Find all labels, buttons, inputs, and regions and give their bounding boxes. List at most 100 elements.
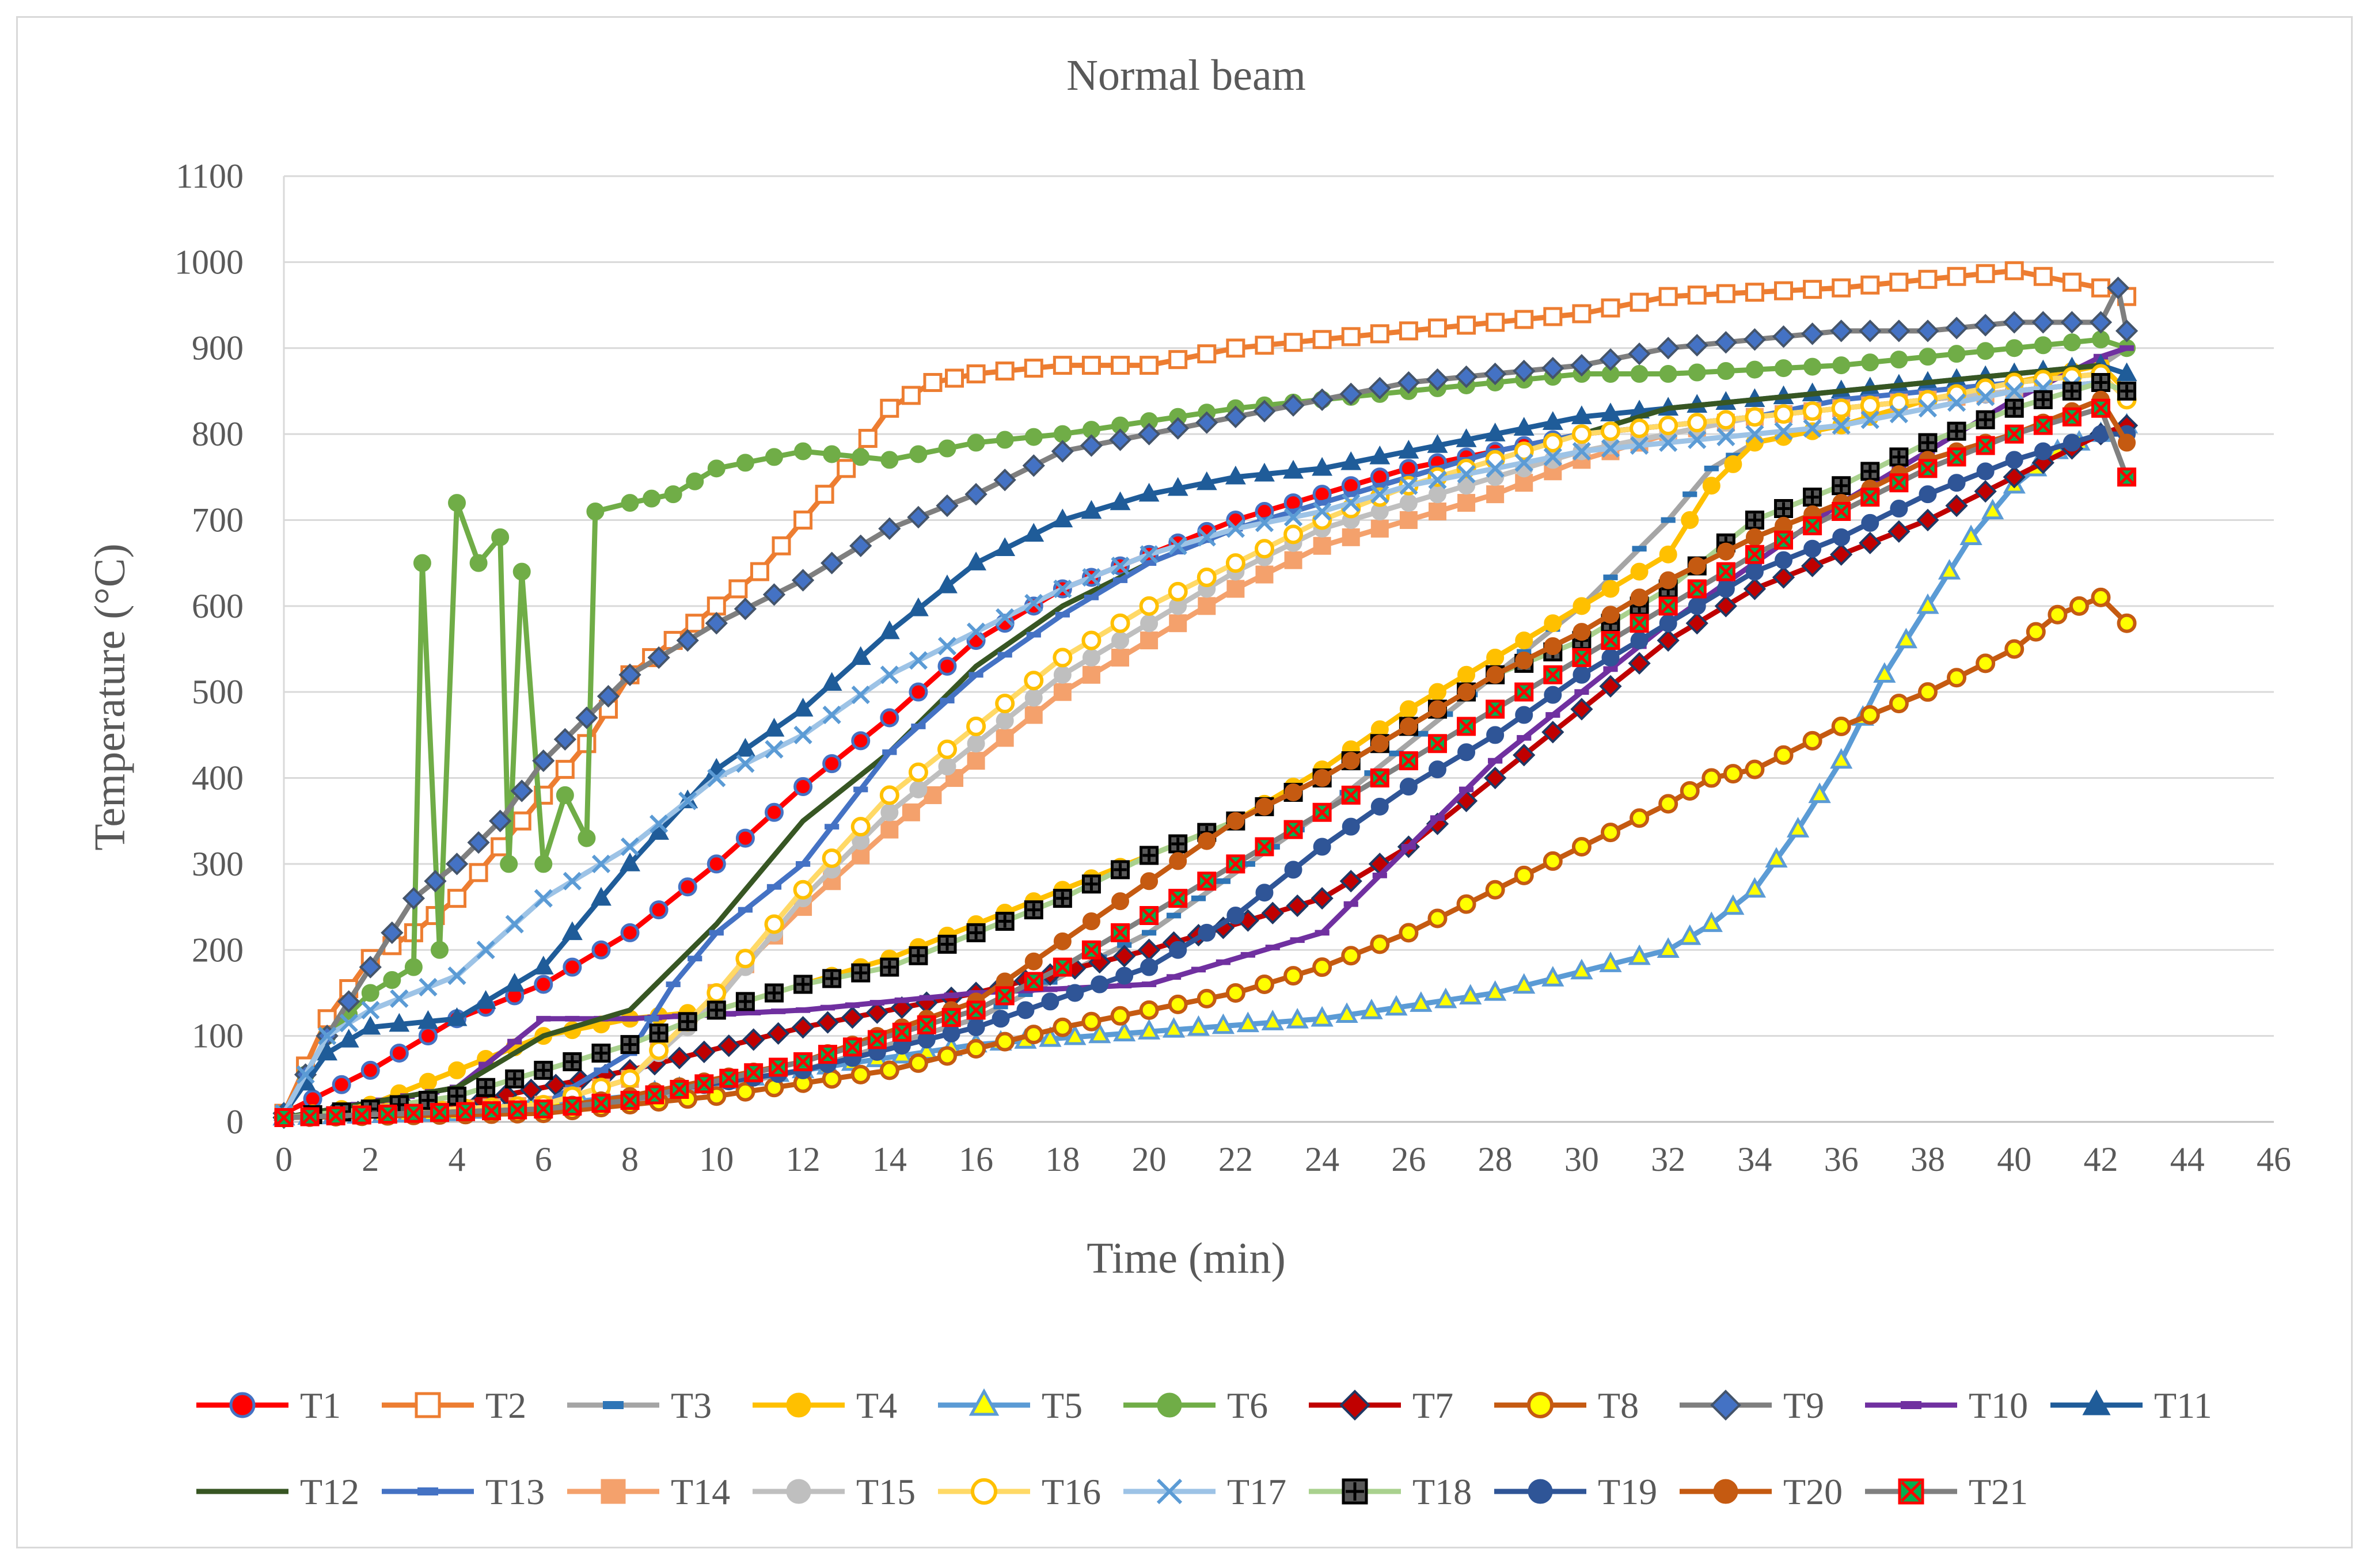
- data-point: [879, 1060, 899, 1080]
- x-tick-label: 38: [1911, 1140, 1945, 1178]
- data-point: [1945, 494, 1968, 517]
- data-point: [1484, 423, 1506, 442]
- legend-label: T2: [485, 1385, 526, 1426]
- data-point: [1426, 368, 1449, 391]
- legend-label: T6: [1227, 1385, 1268, 1426]
- data-point: [1110, 491, 1131, 511]
- legend-label: T16: [1042, 1471, 1101, 1512]
- data-point: [892, 1022, 911, 1042]
- data-point: [2005, 339, 2023, 357]
- data-point: [993, 1003, 1008, 1010]
- legend-label: T15: [856, 1471, 916, 1512]
- data-point: [1053, 356, 1072, 375]
- data-point: [793, 1052, 813, 1071]
- data-point: [1434, 987, 1457, 1008]
- data-point: [818, 1045, 837, 1064]
- data-point: [2004, 398, 2024, 418]
- data-point: [995, 1032, 1015, 1052]
- data-point: [1659, 545, 1677, 564]
- data-point: [1981, 498, 2004, 520]
- data-point: [383, 971, 401, 989]
- data-point: [1859, 531, 1882, 554]
- x-tick-label: 0: [275, 1140, 293, 1178]
- data-point: [852, 448, 870, 466]
- data-point: [553, 728, 576, 751]
- data-point: [1399, 494, 1418, 512]
- data-point: [1947, 267, 1966, 286]
- data-point: [1140, 356, 1159, 375]
- data-point: [1890, 351, 1908, 369]
- data-point: [909, 445, 928, 463]
- data-point: [1140, 545, 1159, 564]
- data-point: [1397, 371, 1421, 394]
- data-point: [1976, 410, 1995, 429]
- data-point: [1830, 748, 1853, 769]
- data-point: [1372, 482, 1387, 489]
- data-point: [1916, 319, 1939, 342]
- data-point: [1485, 880, 1505, 900]
- data-point: [1427, 734, 1447, 753]
- data-point: [1459, 786, 1474, 793]
- data-point: [1360, 998, 1383, 1019]
- data-point: [793, 975, 813, 994]
- data-point: [693, 1040, 716, 1064]
- data-point: [936, 494, 959, 517]
- x-tick-label: 44: [2170, 1140, 2205, 1178]
- data-point: [1688, 430, 1707, 450]
- data-point: [1573, 665, 1591, 684]
- data-point: [1860, 705, 1880, 725]
- data-point: [1313, 536, 1331, 555]
- data-point: [1457, 683, 1476, 701]
- data-point: [318, 1026, 337, 1045]
- data-point: [1457, 494, 1476, 512]
- legend-swatch-marker: [1898, 1478, 1924, 1505]
- legend-swatch-marker: [229, 1392, 256, 1418]
- data-point: [676, 629, 699, 652]
- data-point: [1658, 287, 1678, 306]
- data-point: [1976, 436, 1995, 455]
- data-point: [1916, 593, 1939, 614]
- data-point: [448, 1061, 466, 1079]
- data-point: [1082, 568, 1101, 587]
- data-point: [1574, 689, 1589, 695]
- legend-swatch-marker: [601, 1479, 626, 1504]
- data-point: [402, 887, 426, 910]
- data-point: [578, 829, 596, 847]
- data-point: [849, 534, 872, 557]
- series-T7: [272, 414, 2139, 1129]
- data-point: [1111, 631, 1130, 650]
- data-point: [512, 562, 531, 581]
- data-point: [945, 368, 964, 388]
- y-tick-label: 1000: [174, 243, 244, 281]
- data-point: [1041, 992, 1059, 1011]
- data-point: [1286, 508, 1301, 515]
- data-point: [794, 442, 812, 460]
- data-point: [742, 1028, 765, 1051]
- data-point: [1745, 528, 1764, 546]
- data-point: [1860, 462, 1880, 481]
- data-point: [678, 791, 697, 810]
- y-tick-label: 600: [192, 587, 244, 625]
- data-point: [1484, 362, 1507, 386]
- legend-label: T14: [671, 1471, 730, 1512]
- data-point: [1601, 421, 1620, 442]
- data-point: [555, 760, 575, 779]
- data-point: [1053, 665, 1072, 684]
- data-point: [1543, 665, 1563, 684]
- data-point: [1024, 671, 1044, 691]
- data-point: [1167, 477, 1188, 496]
- data-point: [764, 914, 784, 934]
- data-point: [1803, 516, 1822, 535]
- data-point: [508, 1100, 527, 1120]
- x-tick-label: 2: [362, 1140, 379, 1178]
- data-point: [1541, 356, 1564, 380]
- legend-swatch-marker: [1713, 1479, 1738, 1504]
- data-point: [882, 749, 897, 755]
- data-point: [1111, 356, 1130, 375]
- data-point: [1137, 1019, 1161, 1040]
- data-point: [1688, 363, 1706, 382]
- data-point: [1454, 365, 1478, 389]
- data-point: [1745, 424, 1764, 444]
- data-point: [736, 454, 754, 472]
- legend-item: T2: [382, 1385, 526, 1426]
